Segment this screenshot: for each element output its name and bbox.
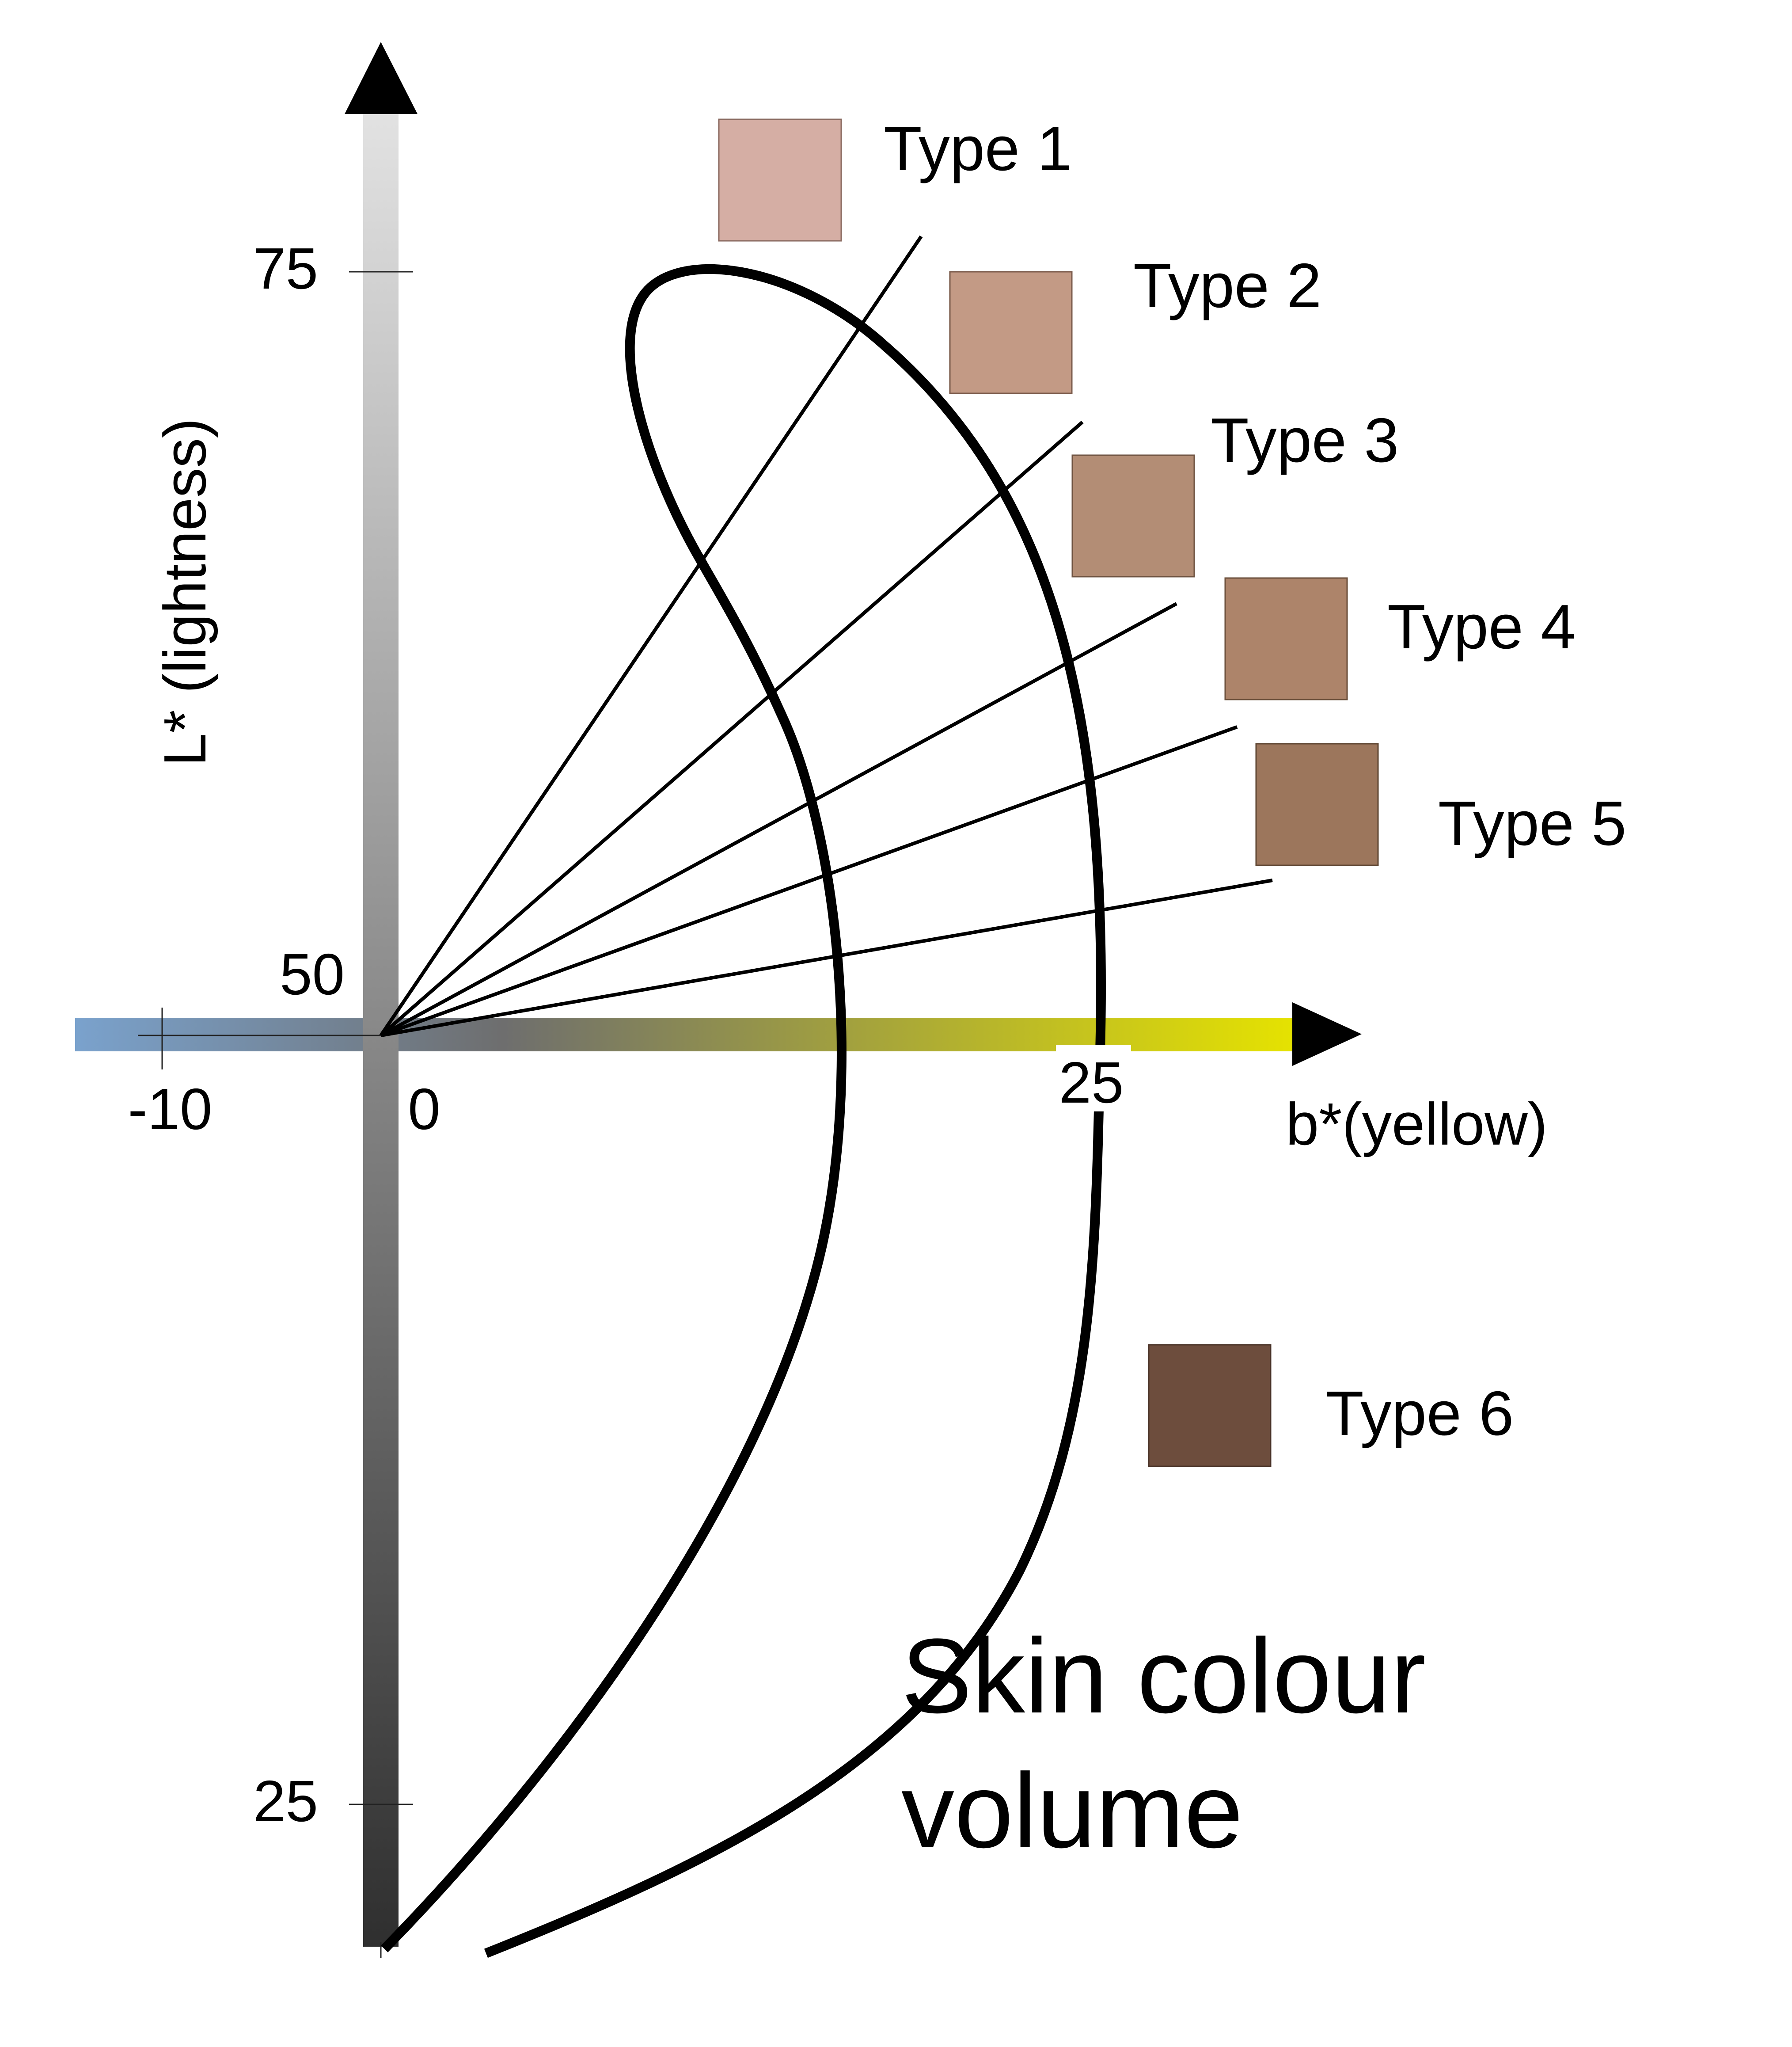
tick-label-l-50: 50 (280, 942, 345, 1007)
skin-colour-volume-outline (381, 264, 1106, 1958)
tick-label-b-25: 25 (1059, 1050, 1124, 1115)
tick-label-b-minus10: -10 (128, 1077, 213, 1141)
label-type-6: Type 6 (1325, 1378, 1514, 1449)
swatch-type-6 (1148, 1344, 1272, 1467)
skin-type-swatches (718, 118, 1379, 1467)
label-type-3: Type 3 (1211, 405, 1399, 476)
ray-type-5 (380, 879, 1273, 1037)
ray-type-4 (380, 725, 1238, 1037)
swatch-type-3 (1071, 454, 1195, 578)
swatch-type-2 (949, 271, 1073, 394)
b-axis-title: b*(yellow) (1286, 1091, 1548, 1157)
b-25-label-backing (1056, 1045, 1131, 1111)
label-type-1: Type 1 (884, 114, 1072, 184)
volume-caption-line-1: Skin colour (901, 1617, 1426, 1735)
l-axis-title: L* (lightness) (152, 418, 218, 766)
tick-label-b-0: 0 (408, 1077, 440, 1141)
volume-caption-line-2: volume (901, 1751, 1243, 1870)
l-axis-arrowhead (345, 42, 418, 114)
swatch-type-1 (718, 118, 842, 242)
swatch-type-5 (1255, 743, 1379, 866)
b-axis-arrowhead (1292, 1002, 1362, 1066)
ray-type-1 (379, 235, 923, 1037)
label-type-2: Type 2 (1133, 251, 1321, 321)
label-type-4: Type 4 (1387, 592, 1576, 662)
tick-label-l-75: 75 (253, 236, 318, 301)
ray-type-2 (380, 420, 1084, 1037)
label-type-5: Type 5 (1438, 788, 1626, 859)
swatch-type-4 (1224, 577, 1348, 700)
ray-type-3 (380, 602, 1177, 1037)
tick-label-l-25: 25 (253, 1769, 318, 1834)
hue-angle-rays (379, 235, 1273, 1037)
